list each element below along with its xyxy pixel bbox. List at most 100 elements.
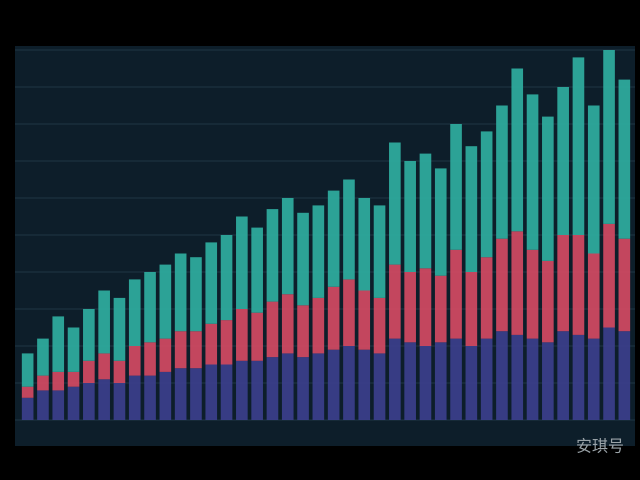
- bar-segment: [128, 279, 141, 346]
- bar-segment: [37, 375, 49, 391]
- bar-segment: [542, 260, 554, 343]
- bar-segment: [450, 338, 462, 420]
- bar-segment: [297, 357, 309, 420]
- bar-segment: [113, 297, 126, 361]
- bar-segment: [327, 349, 340, 420]
- bar-segment: [251, 312, 263, 361]
- watermark: 安琪号: [576, 437, 624, 456]
- bar-segment: [113, 383, 126, 420]
- bar-segment: [358, 349, 371, 420]
- bar-segment: [220, 235, 233, 321]
- bar-segment: [144, 375, 156, 420]
- bar-segment: [373, 297, 386, 354]
- bar-segment: [389, 338, 401, 420]
- bar-segment: [220, 320, 233, 365]
- bar-segment: [618, 331, 631, 420]
- bar-segment: [465, 146, 478, 272]
- bar-segment: [312, 205, 325, 298]
- bar-segment: [419, 268, 432, 346]
- bar-segment: [358, 290, 371, 350]
- bar-segment: [128, 375, 141, 420]
- bar-segment: [159, 264, 172, 339]
- bar-segment: [373, 205, 386, 298]
- bar-segment: [327, 286, 340, 350]
- bar-segment: [465, 272, 478, 346]
- bar-segment: [404, 272, 416, 343]
- bar-segment: [526, 249, 539, 339]
- bar-segment: [67, 371, 80, 387]
- bar-segment: [358, 198, 371, 291]
- bar-segment: [511, 231, 524, 335]
- bar-segment: [98, 379, 110, 420]
- bar-segment: [281, 198, 294, 295]
- bar-segment: [434, 168, 447, 276]
- bar-segment: [144, 342, 156, 376]
- bar-segment: [480, 338, 493, 420]
- bar-segment: [587, 253, 600, 339]
- bar-segment: [67, 327, 80, 372]
- bar-segment: [480, 131, 493, 258]
- bar-segment: [67, 386, 80, 420]
- bar-segment: [37, 338, 49, 376]
- bar-segment: [266, 209, 279, 302]
- bar-segment: [419, 153, 432, 269]
- bar-segment: [511, 334, 524, 420]
- bar-segment: [587, 338, 600, 420]
- bar-segment: [266, 357, 279, 420]
- bar-segment: [21, 397, 34, 420]
- bar-segment: [603, 327, 615, 420]
- bar-segment: [572, 334, 585, 420]
- bar-segment: [557, 331, 569, 420]
- bar-segment: [389, 264, 401, 339]
- bar-segment: [618, 79, 631, 239]
- bar-segment: [236, 360, 248, 420]
- bar-segment: [21, 386, 34, 398]
- bar-segment: [174, 253, 187, 332]
- bar-segment: [83, 383, 95, 420]
- bar-segment: [220, 364, 233, 420]
- bar-segment: [251, 360, 263, 420]
- bar-segment: [450, 124, 462, 250]
- bar-segment: [190, 368, 202, 420]
- bar-segment: [174, 368, 187, 420]
- bar-segment: [266, 301, 279, 358]
- bar-segment: [389, 142, 401, 265]
- bar-segment: [190, 331, 202, 369]
- bar-segment: [128, 346, 141, 376]
- bar-segment: [343, 346, 355, 420]
- bar-segment: [557, 235, 569, 332]
- bar-segment: [404, 161, 416, 272]
- bar-segment: [297, 212, 309, 306]
- bar-segment: [434, 342, 447, 420]
- bar-segment: [327, 190, 340, 287]
- bar-segment: [52, 316, 65, 372]
- bar-segment: [587, 105, 600, 254]
- bar-segment: [37, 390, 49, 420]
- bar-segment: [98, 290, 110, 354]
- bar-segment: [21, 353, 34, 387]
- bar-segment: [603, 223, 615, 328]
- bar-segment: [281, 294, 294, 354]
- bar-segment: [205, 364, 218, 420]
- bar-segment: [159, 371, 172, 420]
- bar-segment: [542, 116, 554, 261]
- bar-segment: [465, 346, 478, 420]
- bar-segment: [511, 68, 524, 232]
- bar-segment: [52, 371, 65, 391]
- bar-segment: [281, 353, 294, 420]
- bar-segment: [343, 279, 355, 346]
- bar-segment: [603, 50, 615, 224]
- bar-segment: [236, 216, 248, 309]
- bar-segment: [174, 331, 187, 369]
- bar-segment: [572, 235, 585, 335]
- bar-segment: [297, 305, 309, 358]
- bar-segment: [205, 323, 218, 365]
- bar-segment: [190, 257, 202, 332]
- bar-segment: [496, 105, 508, 239]
- bar-segment: [542, 342, 554, 420]
- bar-segment: [159, 338, 172, 372]
- bar-segment: [236, 309, 248, 361]
- bar-segment: [419, 346, 432, 420]
- bar-segment: [480, 257, 493, 339]
